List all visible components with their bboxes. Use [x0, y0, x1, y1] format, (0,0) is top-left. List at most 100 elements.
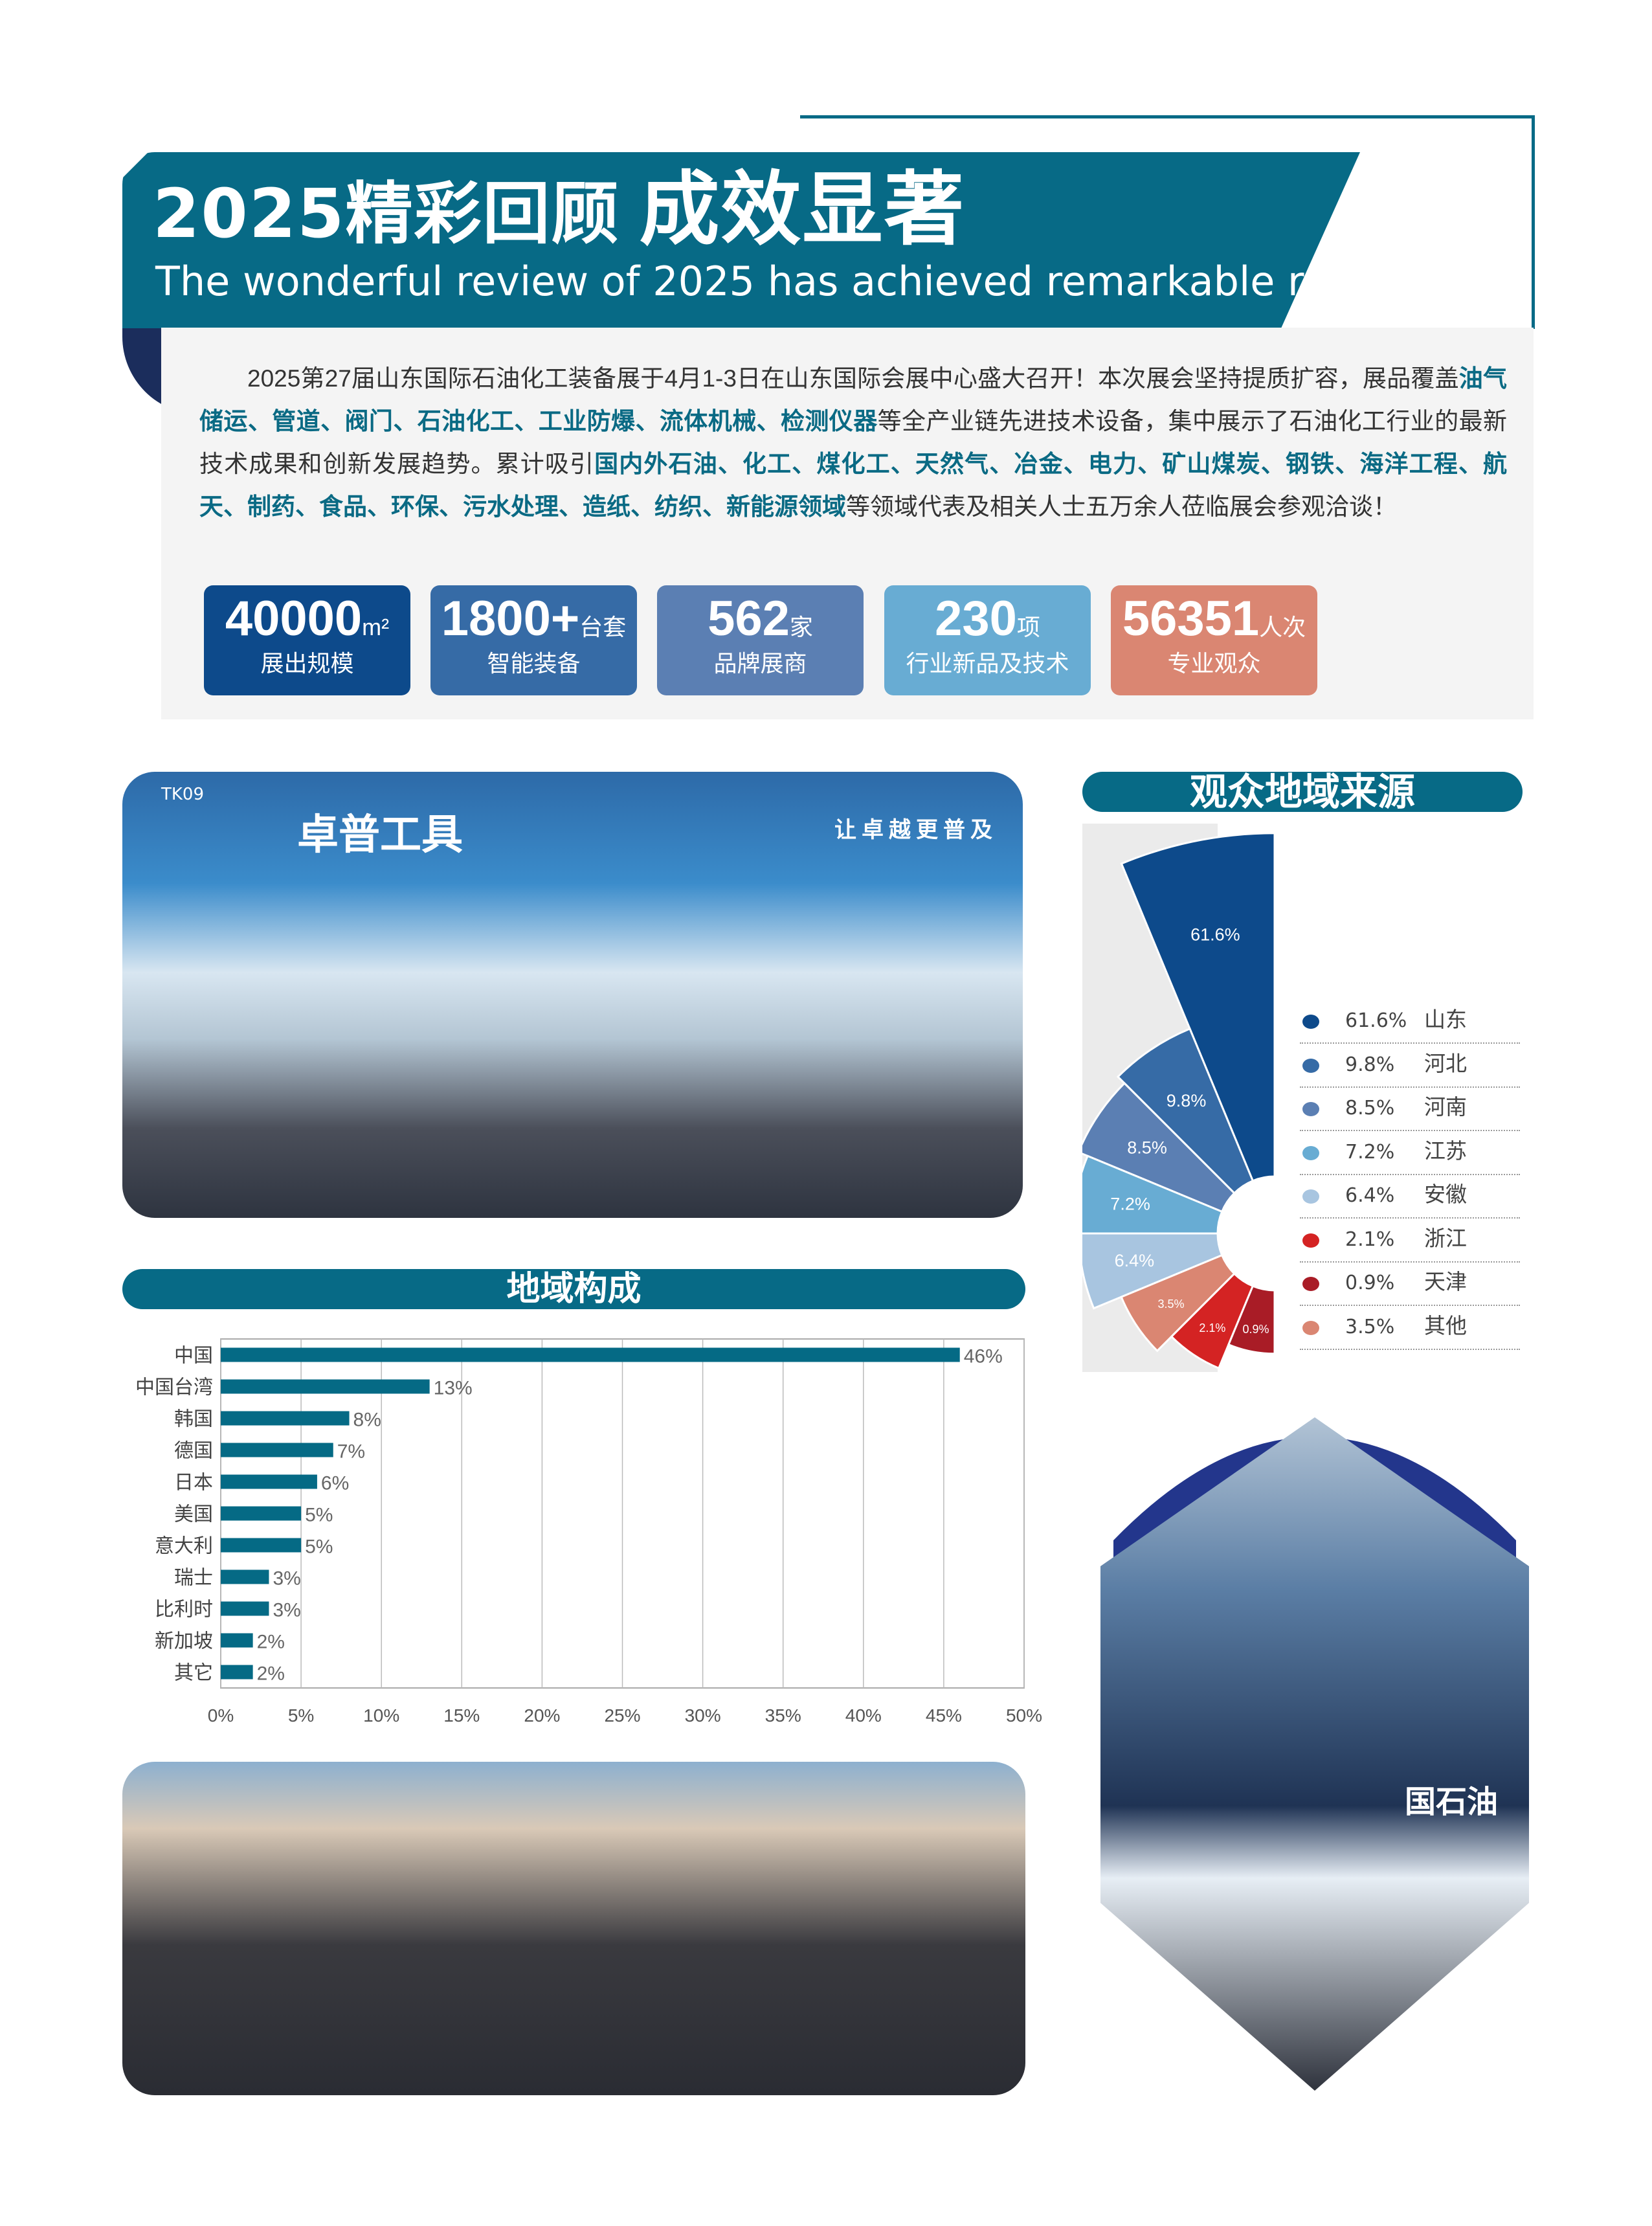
bar: [221, 1569, 269, 1584]
x-tick-label: 25%: [604, 1705, 640, 1726]
bar: [221, 1633, 253, 1648]
stat-label: 专业观众: [1167, 651, 1261, 677]
legend-value: 3.5%: [1345, 1315, 1395, 1338]
legend-dot-icon: [1302, 1277, 1319, 1291]
x-tick-label: 40%: [845, 1705, 882, 1726]
bar: [221, 1538, 302, 1553]
legend-name: 河南: [1424, 1094, 1467, 1119]
stat-card: 40000m² 展出规模: [204, 585, 410, 695]
data-label: 2%: [257, 1663, 285, 1685]
x-tick-label: 50%: [1006, 1705, 1042, 1726]
sector-label: 6.4%: [1115, 1251, 1155, 1270]
data-label: 3%: [273, 1600, 300, 1621]
category-label: 日本: [174, 1472, 213, 1494]
legend-name: 浙江: [1424, 1225, 1467, 1251]
x-tick-label: 0%: [208, 1705, 234, 1726]
booth-logo-text: 卓普工具: [297, 811, 463, 859]
sector-label: 0.9%: [1242, 1323, 1269, 1336]
rose-sector: [1227, 1285, 1276, 1355]
x-tick-label: 30%: [685, 1705, 721, 1726]
decor-line-vertical: [1532, 115, 1535, 329]
stat-label: 展出规模: [260, 651, 354, 677]
category-label: 比利时: [155, 1599, 213, 1621]
page-title: 2025精彩回顾 成效显著: [153, 170, 965, 253]
section-title-audience: 观众地域来源: [1082, 772, 1523, 812]
sector-label: 3.5%: [1158, 1298, 1185, 1310]
stat-value: 562家: [657, 594, 864, 644]
data-label: 8%: [353, 1410, 381, 1431]
stat-label: 品牌展商: [713, 651, 807, 677]
stat-value: 40000m²: [204, 594, 410, 644]
legend-dot-icon: [1302, 1058, 1319, 1073]
intro-paragraph: 2025第27届山东国际石油化工装备展于4月1-3日在山东国际会展中心盛大召开！…: [199, 357, 1507, 528]
legend-name: 江苏: [1424, 1138, 1467, 1164]
rose-sector: [1170, 1272, 1255, 1370]
page-subtitle: The wonderful review of 2025 has achieve…: [155, 258, 1422, 305]
data-label: 5%: [305, 1505, 333, 1526]
category-label: 意大利: [155, 1535, 213, 1558]
legend-value: 0.9%: [1345, 1272, 1395, 1294]
stat-card: 56351人次 专业观众: [1111, 585, 1317, 695]
audience-rose-chart: 61.6% 9.8% 8.5% 7.2% 6.4% 3.5% 2.1% 0.9%: [1082, 832, 1276, 1370]
legend-name: 山东: [1424, 1007, 1467, 1032]
hexagon-photo: 国石油: [1100, 1417, 1529, 2091]
rose-sector: [1082, 1081, 1236, 1213]
sector-label: 2.1%: [1199, 1321, 1225, 1334]
legend-dot-icon: [1302, 1015, 1319, 1029]
exhibition-booth-photo: TK09 卓普工具 让卓越更普及: [122, 772, 1023, 1218]
crowd-photo: [122, 1762, 1025, 2095]
legend-value: 7.2%: [1345, 1140, 1395, 1164]
highlight-text: 国内外石油、化工、煤化工、天然气、冶金、电力、矿山煤炭、钢铁、海洋工程、航天、制…: [199, 451, 1508, 520]
bar: [221, 1347, 960, 1362]
category-label: 美国: [174, 1503, 213, 1526]
category-label: 新加坡: [155, 1630, 213, 1653]
booth-id: TK09: [161, 785, 205, 804]
stat-label: 行业新品及技术: [906, 651, 1069, 677]
stat-number: 562: [708, 591, 790, 646]
title-part-b: 成效显著: [639, 163, 966, 256]
sector-label: 61.6%: [1190, 925, 1240, 944]
stat-unit: m²: [362, 614, 390, 640]
highlight-text: 油气储运、管道、阀门、石油化工、工业防爆、流体机械、检测仪器: [199, 365, 1507, 434]
booth-slogan: 让卓越更普及: [834, 817, 998, 843]
rose-sector: [1082, 1232, 1223, 1310]
category-label: 中国: [174, 1345, 213, 1367]
sector-label: 8.5%: [1127, 1138, 1167, 1157]
legend-value: 9.8%: [1345, 1053, 1395, 1076]
data-label: 46%: [964, 1346, 1003, 1367]
bar: [221, 1379, 430, 1394]
legend-item: 2.1% 浙江: [1300, 1219, 1520, 1263]
legend-item: 0.9% 天津: [1300, 1263, 1520, 1306]
data-label: 5%: [305, 1536, 333, 1558]
sector-label: 7.2%: [1110, 1195, 1150, 1214]
intro-text: 等领域代表及相关人士五万余人莅临展会参观洽谈！: [846, 493, 1397, 520]
data-label: 7%: [337, 1441, 365, 1463]
bar: [221, 1665, 253, 1680]
legend-dot-icon: [1302, 1233, 1319, 1248]
rose-sector: [1120, 832, 1276, 1182]
legend-name: 其他: [1424, 1312, 1467, 1338]
legend-value: 2.1%: [1345, 1228, 1395, 1251]
legend-name: 安徽: [1424, 1182, 1467, 1207]
bar: [221, 1474, 317, 1489]
intro-text: 等全产业链先进技术设备，集中展示了石油化工行业的最新技术成果和创新发展趋势。累计…: [199, 408, 1508, 477]
stat-card: 562家品牌展商: [657, 585, 864, 695]
stat-value: 1800+台套: [430, 594, 637, 644]
hex-sign-text: 国石油: [1405, 1784, 1498, 1820]
stat-label: 智能装备: [487, 651, 581, 677]
category-label: 中国台湾: [135, 1377, 213, 1399]
x-tick-label: 20%: [524, 1705, 560, 1726]
data-label: 13%: [434, 1378, 473, 1399]
bar: [221, 1601, 269, 1616]
rose-sector: [1120, 1254, 1236, 1353]
legend-item: 3.5% 其他: [1300, 1307, 1520, 1350]
data-label: 3%: [273, 1568, 300, 1590]
bar: [221, 1411, 350, 1426]
legend-name: 天津: [1424, 1269, 1467, 1294]
legend-value: 6.4%: [1345, 1184, 1395, 1207]
stat-number: 56351: [1122, 591, 1260, 646]
bar: [221, 1506, 302, 1521]
category-label: 韩国: [174, 1408, 213, 1431]
stat-unit: 项: [1016, 614, 1040, 640]
stat-unit: 台套: [579, 614, 627, 640]
